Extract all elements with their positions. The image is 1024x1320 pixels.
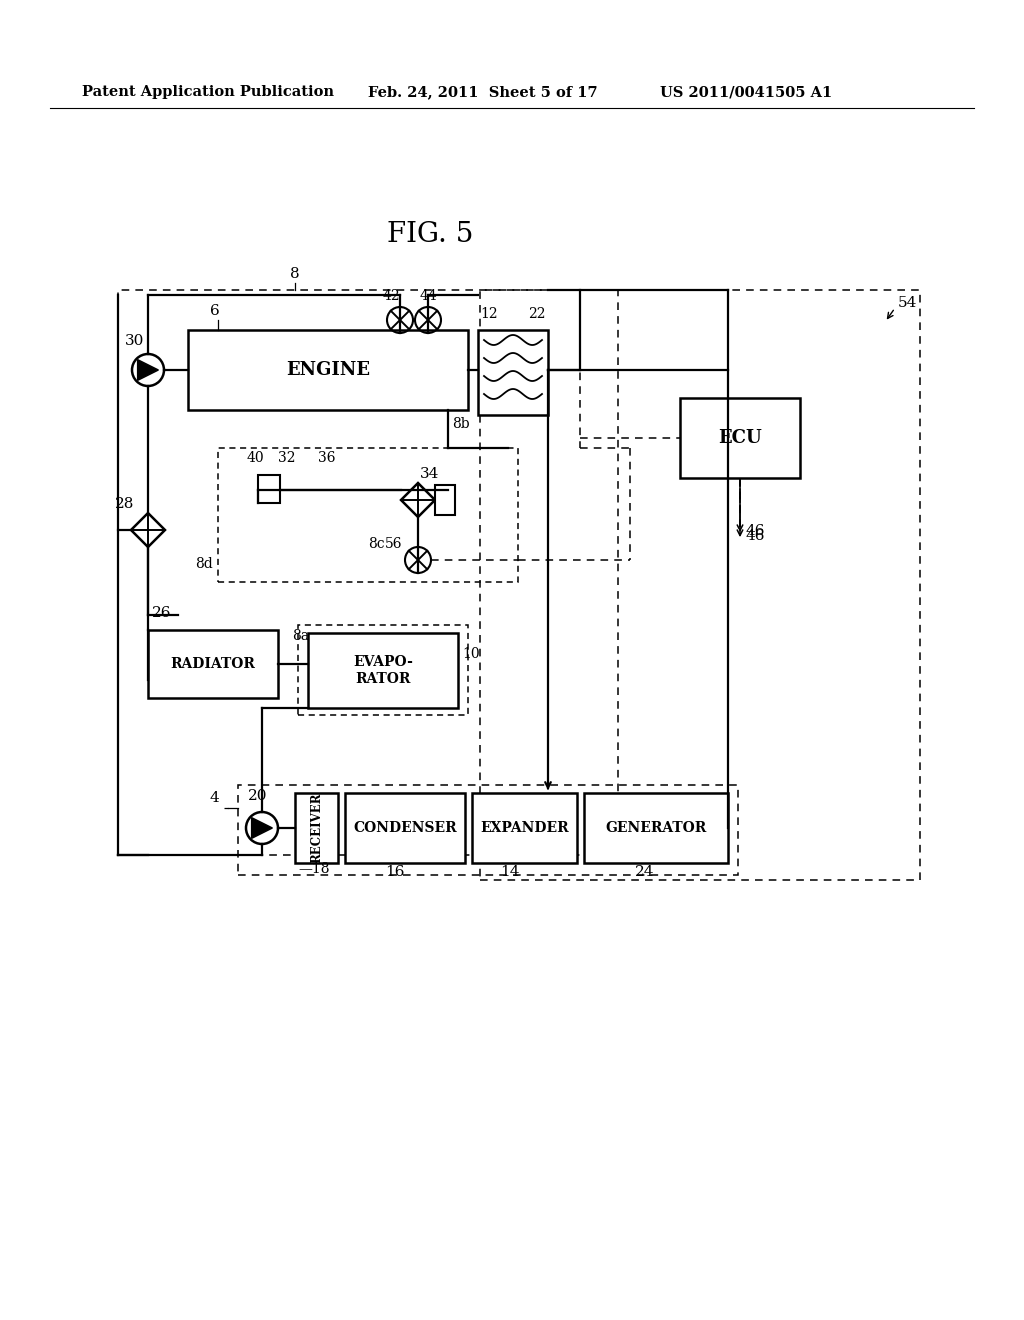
Text: CONDENSER: CONDENSER	[353, 821, 457, 836]
Text: —18: —18	[298, 862, 330, 876]
Polygon shape	[137, 359, 159, 380]
Text: 24: 24	[635, 865, 654, 879]
Text: 46: 46	[745, 524, 765, 539]
Text: 8d: 8d	[195, 557, 213, 572]
Bar	[584, 793, 728, 863]
Bar	[480, 290, 920, 880]
Bar	[148, 630, 278, 698]
Bar	[472, 793, 577, 863]
Text: 54: 54	[898, 296, 918, 310]
Text: 26: 26	[152, 606, 171, 620]
Bar	[298, 624, 468, 715]
Text: RADIATOR: RADIATOR	[171, 657, 255, 671]
Text: 16: 16	[385, 865, 404, 879]
Text: 12: 12	[480, 308, 498, 321]
Bar	[218, 447, 518, 582]
Text: 10: 10	[462, 647, 479, 661]
Bar	[680, 399, 800, 478]
Bar	[188, 330, 468, 411]
Text: 56: 56	[385, 537, 402, 550]
Text: EVAPO-
RATOR: EVAPO- RATOR	[353, 655, 413, 686]
Bar	[435, 484, 455, 515]
Text: FIG. 5: FIG. 5	[387, 222, 473, 248]
Bar	[345, 793, 465, 863]
Text: 42: 42	[382, 289, 399, 304]
Text: 30: 30	[125, 334, 144, 348]
Text: 46: 46	[745, 529, 765, 543]
Text: RECEIVER: RECEIVER	[310, 793, 323, 863]
Text: 28: 28	[115, 498, 134, 511]
Text: US 2011/0041505 A1: US 2011/0041505 A1	[660, 84, 833, 99]
Text: 14: 14	[500, 865, 519, 879]
Polygon shape	[252, 817, 272, 838]
Text: EXPANDER: EXPANDER	[480, 821, 568, 836]
Text: 20: 20	[248, 789, 267, 803]
Text: 22: 22	[528, 308, 546, 321]
Text: Patent Application Publication: Patent Application Publication	[82, 84, 334, 99]
Text: 32: 32	[278, 451, 296, 465]
Text: 8: 8	[290, 267, 300, 281]
Text: 8a: 8a	[292, 630, 309, 643]
Bar	[258, 475, 280, 503]
Text: 8b: 8b	[452, 417, 470, 432]
Bar	[308, 634, 458, 708]
Text: 8c: 8c	[368, 537, 385, 550]
Bar	[295, 793, 338, 863]
Bar	[118, 290, 618, 855]
Text: ENGINE: ENGINE	[286, 360, 370, 379]
Text: Feb. 24, 2011  Sheet 5 of 17: Feb. 24, 2011 Sheet 5 of 17	[368, 84, 598, 99]
Bar	[238, 785, 738, 875]
Text: 36: 36	[318, 451, 336, 465]
Text: 4: 4	[210, 791, 220, 805]
Text: ECU: ECU	[718, 429, 762, 447]
Text: 44: 44	[419, 289, 437, 304]
Text: 40: 40	[247, 451, 264, 465]
Text: GENERATOR: GENERATOR	[605, 821, 707, 836]
Text: 6: 6	[210, 304, 220, 318]
Text: 34: 34	[420, 467, 439, 480]
Bar	[478, 330, 548, 414]
